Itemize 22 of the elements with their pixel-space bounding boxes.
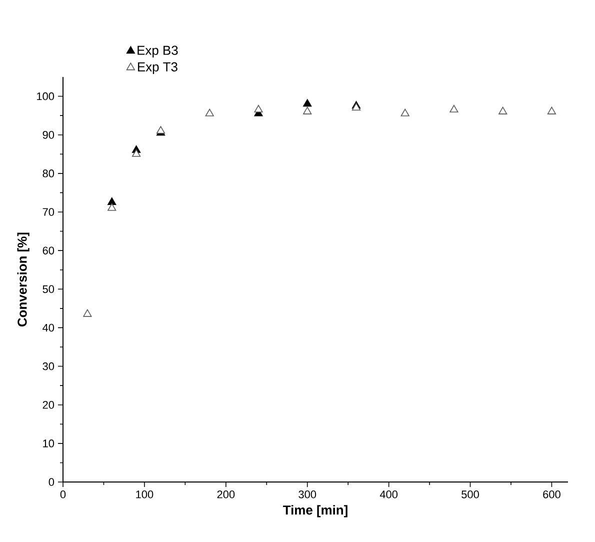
y-tick-label: 70 [42,208,54,216]
x-tick-label: 300 [298,490,316,498]
y-axis-title: Conversion [%] [17,232,30,326]
x-tick-label: 100 [136,490,154,498]
x-tick-label: 600 [543,490,560,498]
x-axis-title: Time [min] [283,505,348,518]
y-tick-label: 40 [42,324,54,332]
x-tick-label: 500 [462,490,479,498]
legend-label: Exp T3 [138,62,178,74]
x-tick-label: 400 [380,490,398,498]
y-tick-label: 10 [43,440,54,448]
y-tick-label: 0 [48,478,54,486]
y-tick-label: 20 [42,400,54,409]
legend-label: Exp B3 [138,46,178,58]
x-tick-label: 0 [60,490,66,498]
y-tick-label: 100 [37,92,54,100]
y-tick-label: 90 [42,130,54,139]
y-tick-label: 30 [42,362,54,370]
x-tick-label: 200 [217,490,235,498]
y-tick-label: 80 [42,170,54,178]
y-tick-label: 60 [42,246,54,254]
y-tick-label: 50 [42,285,54,294]
